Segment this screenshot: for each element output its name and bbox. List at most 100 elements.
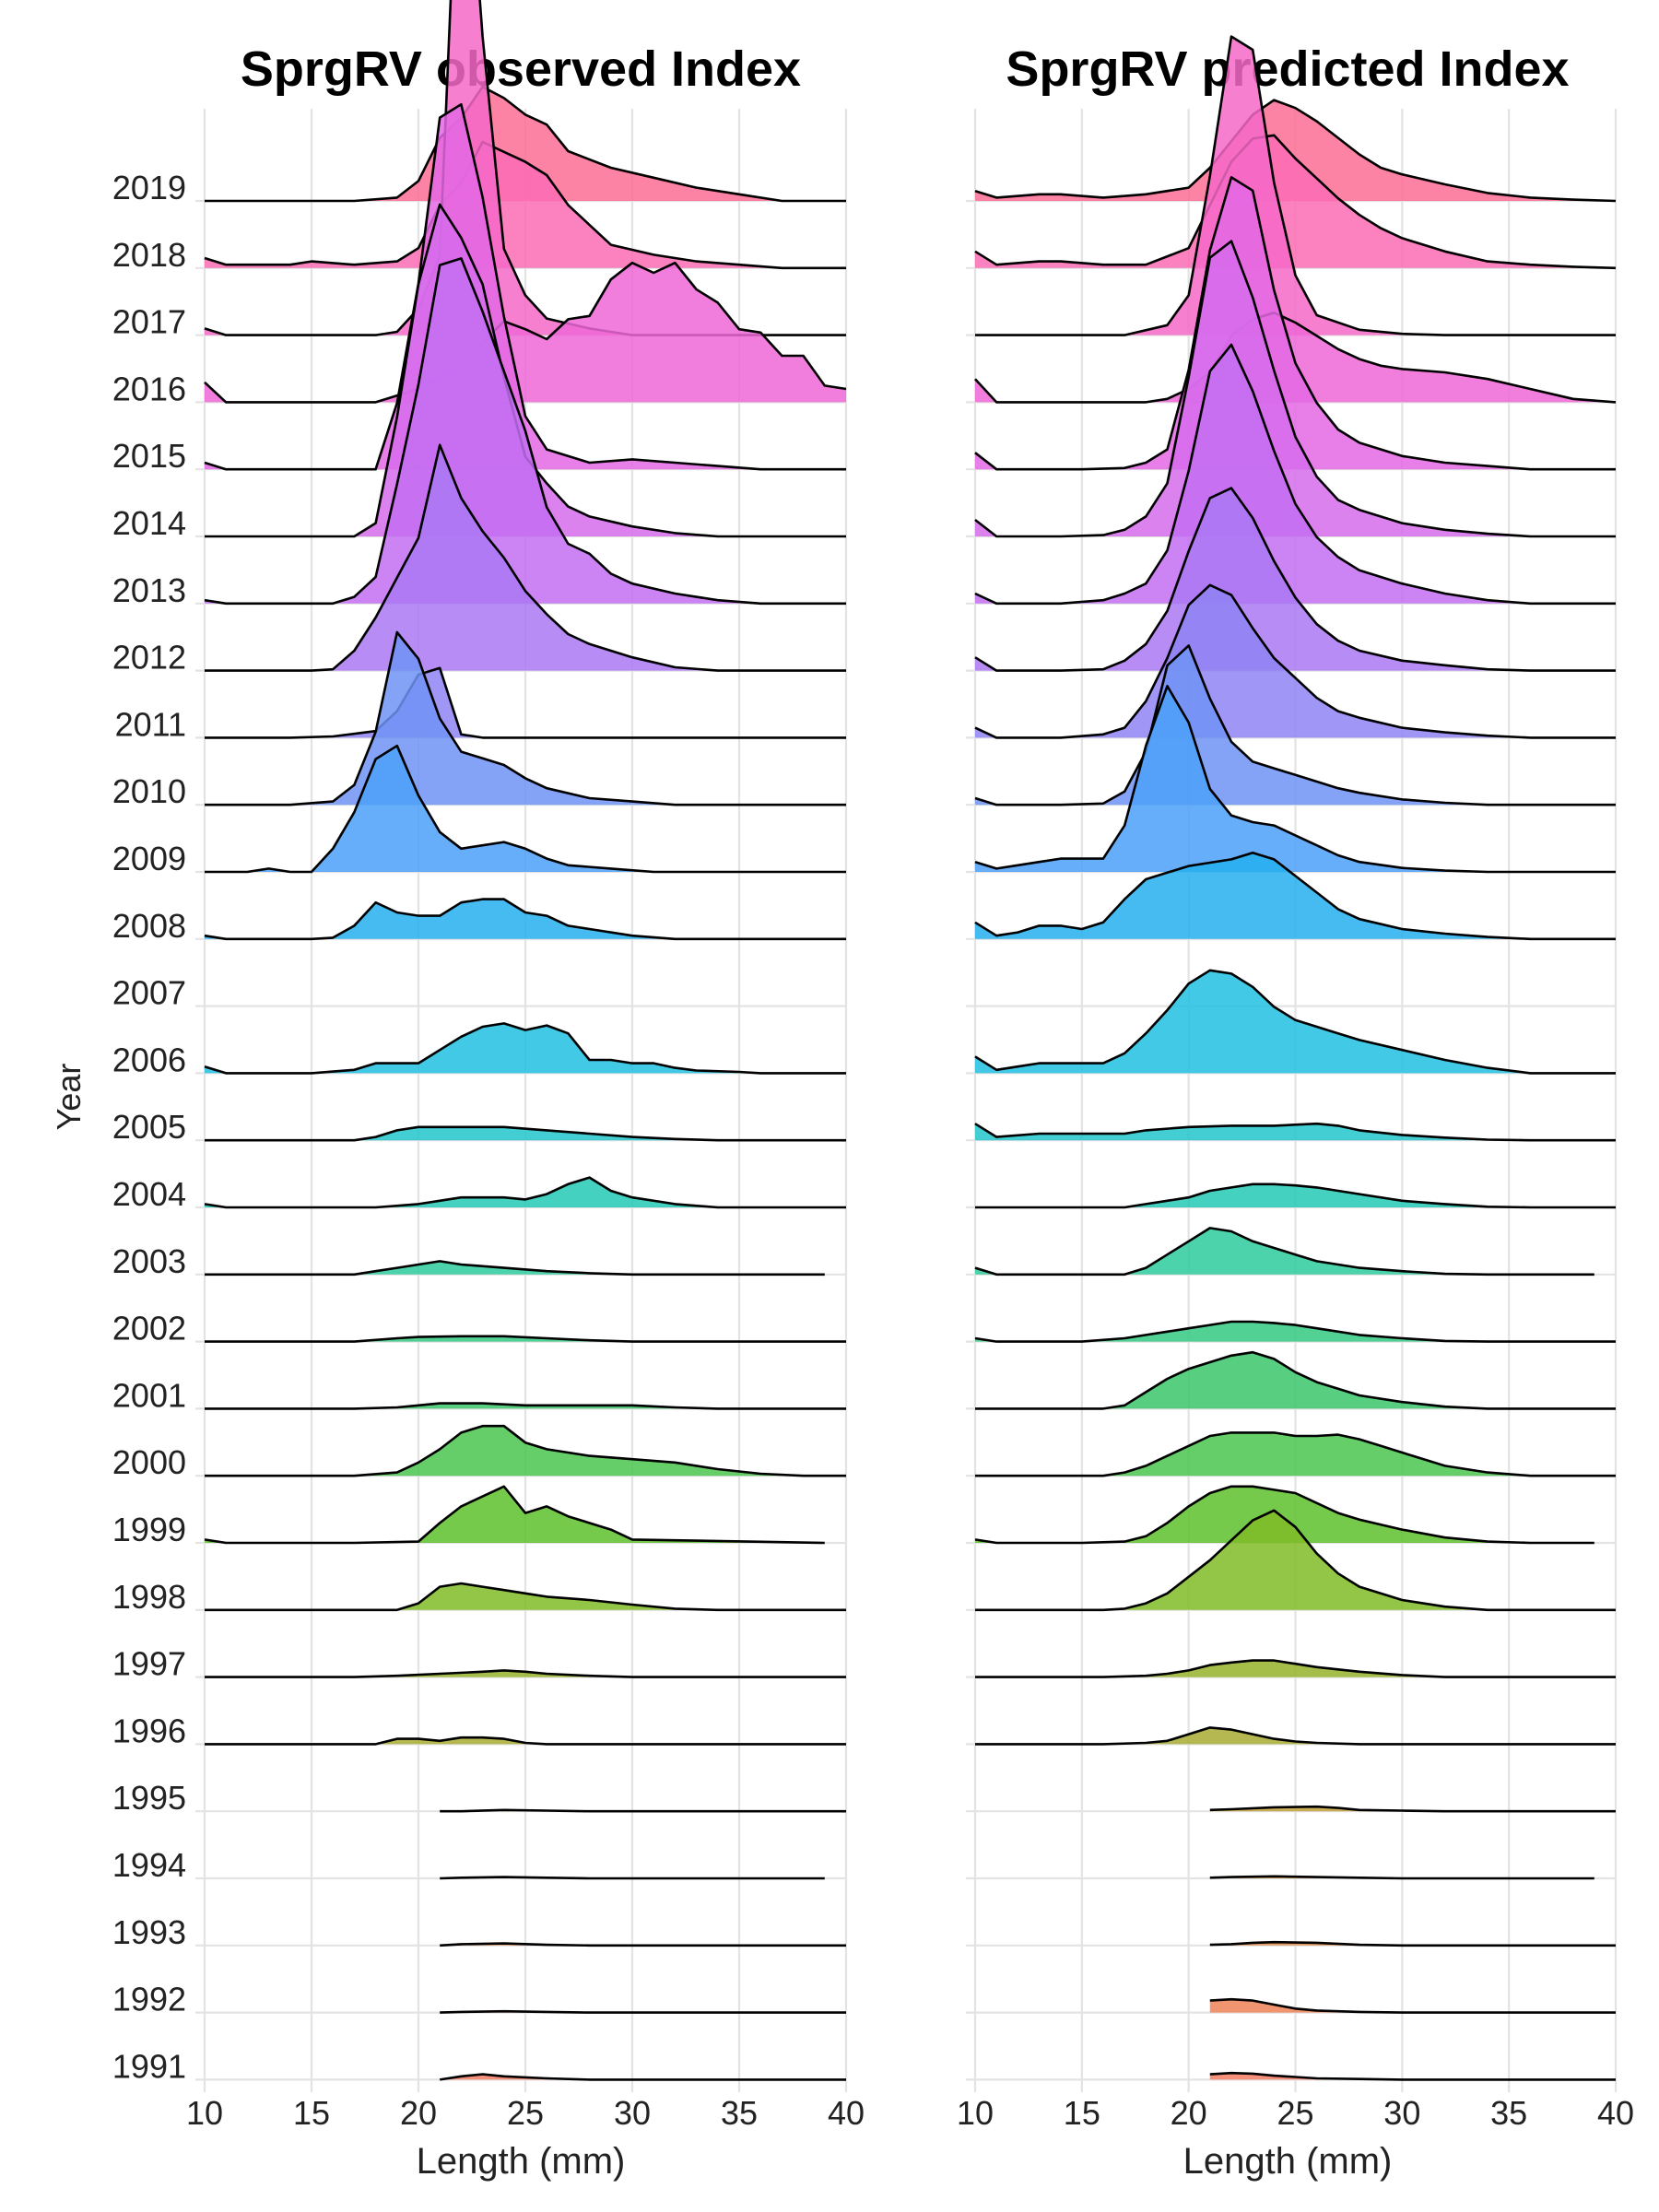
observed-panel: SprgRV observed Index 10 15 20 25 30 35 40 201… xyxy=(112,0,865,2182)
ridge-1996 xyxy=(975,1726,1616,1746)
y-axis-label: Year xyxy=(50,1064,88,1131)
ridge-2011 xyxy=(974,583,1616,739)
ridge-line xyxy=(205,1669,846,1678)
ridge-1994 xyxy=(440,1876,825,1880)
ridge-area xyxy=(205,87,846,201)
year-label: 2005 xyxy=(112,1108,186,1146)
ridge-2010 xyxy=(974,644,1616,806)
ridge-line xyxy=(974,969,1616,1075)
ridge-line xyxy=(975,1350,1616,1410)
x-tick-label: 25 xyxy=(507,2094,544,2132)
year-label: 2001 xyxy=(112,1376,186,1414)
year-label: 1995 xyxy=(112,1779,186,1817)
year-label: 1996 xyxy=(112,1712,186,1749)
ridge-area xyxy=(975,241,1616,536)
year-label: 2011 xyxy=(115,705,186,743)
ridge-line xyxy=(975,1431,1616,1477)
year-label: 2009 xyxy=(112,840,186,877)
observed-x-axis-label: Length (mm) xyxy=(417,2141,626,2182)
predicted-ridges xyxy=(974,35,1617,2081)
ridge-area xyxy=(205,1126,846,1141)
ridge-2002 xyxy=(205,1335,846,1343)
year-label: 2013 xyxy=(112,571,186,609)
ridge-line xyxy=(204,257,846,606)
ridge-line xyxy=(974,134,1617,270)
ridge-area xyxy=(975,177,1616,470)
year-label: 2000 xyxy=(112,1443,186,1481)
ridge-line xyxy=(974,487,1616,672)
ridge-1997 xyxy=(205,1669,846,1678)
year-label: 1998 xyxy=(112,1578,186,1616)
observed-x-tick-labels: 10 15 20 25 30 35 40 xyxy=(186,2094,865,2132)
ridge-line xyxy=(205,1582,846,1612)
ridge-2006 xyxy=(974,969,1616,1075)
ridge-area xyxy=(975,853,1616,939)
ridge-2000 xyxy=(975,1431,1616,1477)
ridge-line xyxy=(974,311,1617,404)
ridge-2005 xyxy=(974,1122,1616,1142)
x-tick-label: 40 xyxy=(1597,2094,1634,2132)
ridge-2012 xyxy=(974,487,1616,672)
ridge-line xyxy=(205,85,846,203)
ridge-1996 xyxy=(205,1735,846,1746)
ridge-2014 xyxy=(974,240,1616,538)
ridge-line xyxy=(975,35,1616,336)
ridge-1991 xyxy=(1209,2071,1616,2081)
year-label: 2015 xyxy=(112,437,186,475)
ridge-line xyxy=(205,1125,846,1142)
x-tick-label: 20 xyxy=(400,2094,437,2132)
x-tick-label: 25 xyxy=(1277,2094,1313,2132)
ridge-line xyxy=(205,1735,846,1746)
ridge-area xyxy=(975,1486,1594,1543)
ridge-2003 xyxy=(205,1260,825,1277)
ridge-2013 xyxy=(974,343,1616,606)
ridge-2018 xyxy=(204,140,846,270)
ridge-area xyxy=(205,1261,825,1275)
ridge-line xyxy=(205,1402,846,1410)
ridge-area xyxy=(975,584,1616,738)
ridge-line xyxy=(974,176,1616,471)
ridge-1999 xyxy=(204,1485,825,1545)
ridge-2015 xyxy=(974,176,1616,471)
ridge-2013 xyxy=(204,257,846,606)
ridge-1995 xyxy=(440,1808,846,1813)
ridge-area xyxy=(975,1510,1616,1610)
ridge-line xyxy=(974,1122,1616,1142)
ridge-1992 xyxy=(440,2009,846,2014)
year-label: 2008 xyxy=(112,907,186,945)
observed-title: SprgRV observed Index xyxy=(241,41,801,97)
year-label: 2014 xyxy=(112,504,186,542)
ridge-2018 xyxy=(974,134,1617,270)
ridge-area xyxy=(205,1583,846,1610)
year-label: 2002 xyxy=(112,1310,186,1347)
ridge-line xyxy=(974,644,1616,806)
ridge-line xyxy=(205,1260,825,1277)
x-tick-label: 10 xyxy=(186,2094,223,2132)
predicted-title: SprgRV predicted Index xyxy=(1006,41,1569,97)
ridge-area xyxy=(975,135,1616,268)
x-tick-label: 30 xyxy=(1383,2094,1420,2132)
ridge-line xyxy=(205,630,846,806)
ridge-line xyxy=(205,1335,846,1343)
ridge-line xyxy=(975,1659,1616,1678)
ridge-line xyxy=(440,2009,846,2014)
ridge-1991 xyxy=(440,2073,846,2081)
ridge-line xyxy=(440,2073,846,2081)
ridge-2004 xyxy=(975,1182,1616,1209)
ridge-2012 xyxy=(205,443,846,672)
ridge-line xyxy=(975,1509,1616,1612)
ridge-area xyxy=(1209,1999,1616,2013)
ridge-1995 xyxy=(1209,1805,1616,1813)
ridge-2004 xyxy=(204,1176,846,1209)
ridge-2008 xyxy=(204,898,846,941)
observed-ridges xyxy=(204,0,847,2081)
ridge-line xyxy=(205,1424,846,1477)
year-label: 2007 xyxy=(112,974,186,1012)
x-tick-label: 15 xyxy=(1064,2094,1100,2132)
x-tick-label: 35 xyxy=(721,2094,758,2132)
ridge-area xyxy=(975,970,1616,1074)
ridge-2001 xyxy=(975,1350,1616,1410)
ridge-area xyxy=(205,1670,846,1677)
ridge-line xyxy=(974,583,1616,739)
